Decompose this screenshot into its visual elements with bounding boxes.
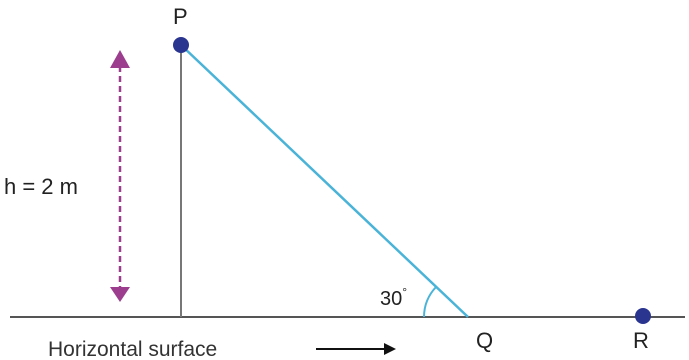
angle-value: 30 [380, 288, 402, 310]
surface-label: Horizontal surface [48, 338, 217, 360]
point-r-dot [635, 308, 651, 324]
height-arrow-bottom-head [110, 287, 130, 302]
angle-degree-symbol: ° [402, 285, 407, 299]
point-p-label: P [173, 4, 188, 29]
angle-arc [423, 286, 437, 318]
height-label-background [2, 172, 118, 202]
point-p-dot [173, 37, 189, 53]
angle-label: 30° [380, 285, 407, 310]
point-r-label: R [633, 328, 649, 353]
height-label: h = 2 m [4, 174, 78, 199]
point-q-label: Q [476, 328, 493, 353]
height-arrow [110, 50, 130, 302]
height-arrow-top-head [110, 50, 130, 68]
incline-line [180, 44, 469, 318]
